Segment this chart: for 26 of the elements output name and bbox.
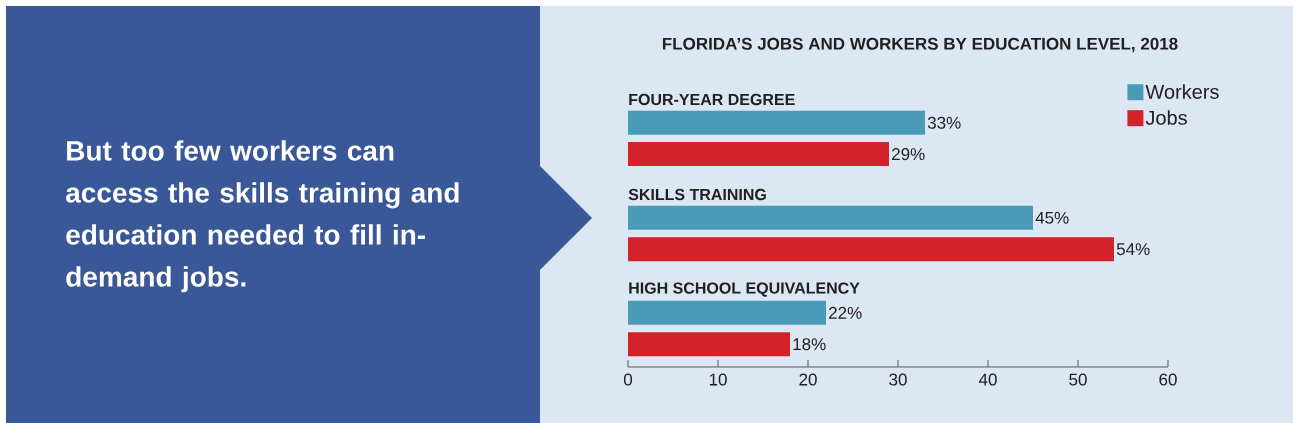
x-tick-label: 20 <box>799 373 817 386</box>
legend-label: Jobs <box>1145 110 1187 125</box>
x-tick-label: 30 <box>889 373 907 386</box>
data-label: 18% <box>793 338 826 351</box>
bar <box>628 205 1033 230</box>
bar <box>628 237 1114 262</box>
y-tick-label: SKILLS TRAINING <box>628 188 766 201</box>
bar <box>628 142 889 167</box>
data-label: 22% <box>829 306 862 319</box>
data-label: 33% <box>927 116 961 129</box>
x-tick-label: 40 <box>978 373 997 386</box>
x-tick-label: 50 <box>1069 373 1087 386</box>
data-label: 45% <box>1035 211 1069 224</box>
y-tick-label: HIGH SCHOOL EQUIVALENCY <box>629 282 860 297</box>
bar <box>628 332 790 357</box>
text: But too few workers can access the skills training and education needed to fill in-demand jobs. <box>66 140 459 293</box>
bar <box>628 110 925 135</box>
x-tick-label: 0 <box>623 373 633 386</box>
x-tick-label: 60 <box>1159 373 1177 386</box>
x-tick-label: 10 <box>709 373 727 386</box>
data-label: 54% <box>1116 243 1150 256</box>
chart-title: FLORIDA’S JOBS AND WORKERS BY EDUCATION LEVEL, 2018 <box>662 37 1178 53</box>
legend-label: Workers <box>1145 84 1219 99</box>
data-label: 29% <box>892 148 925 161</box>
bar <box>628 300 826 325</box>
y-tick-label: FOUR-YEAR DEGREE <box>629 93 795 106</box>
